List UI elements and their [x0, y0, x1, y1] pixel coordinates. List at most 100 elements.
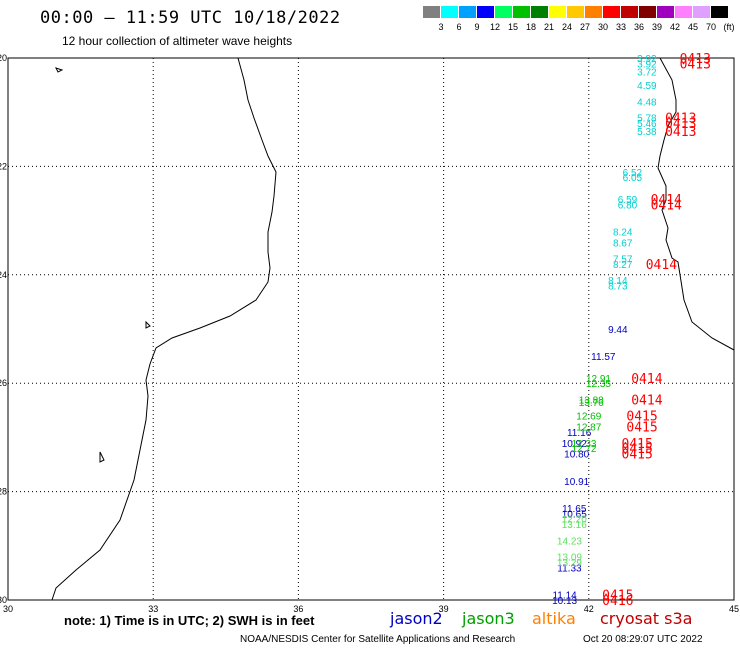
- swh-value: 8.24: [613, 227, 633, 238]
- legend-label: 24: [561, 22, 573, 32]
- time-tag: 0413: [680, 57, 711, 72]
- swh-value: 13.29: [557, 558, 582, 569]
- legend-swatch: [675, 6, 693, 18]
- legend-swatch: [711, 6, 729, 18]
- mission-label: altika: [532, 609, 576, 628]
- time-tag: 0414: [651, 193, 682, 208]
- legend-swatch: [549, 6, 567, 18]
- map-title: 00:00 – 11:59 UTC 10/18/2022: [40, 8, 341, 28]
- swh-value: 12.35: [586, 379, 611, 390]
- legend-label: 36: [633, 22, 645, 32]
- legend-swatch: [459, 6, 477, 18]
- swh-value: 11.16: [567, 428, 592, 439]
- time-tag: 0416: [602, 594, 633, 609]
- swh-value: 10.80: [564, 450, 589, 461]
- legend-label: 9: [474, 22, 480, 32]
- y-tick-label: -30: [0, 595, 7, 605]
- map-frame: [7, 57, 735, 601]
- time-tag: 0414: [631, 393, 662, 408]
- swh-value: 4.48: [637, 97, 657, 108]
- mission-label: cryosat s3a: [600, 609, 693, 628]
- legend-swatch: [495, 6, 513, 18]
- legend-swatch: [513, 6, 531, 18]
- swh-value: 4.59: [637, 81, 657, 92]
- swh-value: 3.92: [637, 59, 657, 70]
- legend-swatch: [657, 6, 675, 18]
- swh-value: 6.80: [618, 200, 638, 211]
- x-tick-label: 36: [293, 604, 303, 614]
- y-tick-label: -22: [0, 161, 7, 171]
- time-tag: 0414: [646, 258, 677, 273]
- legend-label: 33: [615, 22, 627, 32]
- swh-value: 13.16: [562, 520, 587, 531]
- map-subtitle: 12 hour collection of altimeter wave hei…: [62, 34, 293, 48]
- y-tick-label: -20: [0, 53, 7, 63]
- swh-value: 5.78: [637, 114, 657, 125]
- swh-value: 7.57: [613, 255, 633, 266]
- swh-value: 12.33: [571, 439, 596, 450]
- legend-swatch: [603, 6, 621, 18]
- swh-value: 6.52: [623, 168, 643, 179]
- swh-value: 14.23: [557, 536, 582, 547]
- legend-label: 15: [507, 22, 519, 32]
- swh-value: 13.09: [557, 553, 582, 564]
- island-2: [145, 320, 151, 329]
- y-tick-label: -24: [0, 270, 7, 280]
- legend-swatch: [639, 6, 657, 18]
- swh-value: 6.59: [618, 195, 638, 206]
- graticule: [7, 57, 735, 601]
- swh-value: 8.73: [608, 282, 628, 293]
- legend-label: 70: [705, 22, 717, 32]
- credit-line: NOAA/NESDIS Center for Satellite Applica…: [240, 634, 516, 645]
- swh-value: 12.69: [576, 412, 601, 423]
- swh-value: 9.44: [608, 325, 628, 336]
- generation-timestamp: Oct 20 08:29:07 UTC 2022: [583, 634, 703, 645]
- swh-value: 10.13: [552, 596, 577, 607]
- swh-value: 3.92: [637, 54, 657, 65]
- x-tick-label: 30: [3, 604, 13, 614]
- swh-value: 11.65: [562, 504, 587, 515]
- swh-value: 12.87: [576, 423, 601, 434]
- time-tag: 0413: [665, 125, 696, 140]
- time-tag: 0415: [626, 410, 657, 425]
- legend-swatch: [531, 6, 549, 18]
- swh-value: 12.91: [586, 374, 611, 385]
- legend-label: 27: [579, 22, 591, 32]
- legend-label: 6: [456, 22, 462, 32]
- island-3: [99, 451, 105, 463]
- legend-swatch: [441, 6, 459, 18]
- swh-value: 12.20: [562, 515, 587, 526]
- legend-label: 3: [438, 22, 444, 32]
- mozambique-coastline: [51, 57, 277, 601]
- legend-label: 18: [525, 22, 537, 32]
- time-tag: 0415: [622, 442, 653, 457]
- legend-swatch: [585, 6, 603, 18]
- time-tag: 0413: [665, 112, 696, 127]
- x-tick-label: 39: [439, 604, 449, 614]
- legend-swatch: [477, 6, 495, 18]
- mission-label: jason3: [462, 609, 515, 628]
- time-tag: 0415: [602, 589, 633, 604]
- time-tag: 0415: [626, 421, 657, 436]
- x-tick-label: 45: [729, 604, 739, 614]
- color-scale-legend: [423, 6, 729, 18]
- legend-label: 12: [489, 22, 501, 32]
- swh-value: 11.33: [557, 563, 582, 574]
- madagascar-coastline: [657, 57, 735, 351]
- swh-value: 5.38: [637, 127, 657, 138]
- legend-swatch: [621, 6, 639, 18]
- footnote: note: 1) Time is in UTC; 2) SWH is in fe…: [64, 613, 315, 628]
- time-tag: 0413: [680, 52, 711, 67]
- time-tag: 0415: [622, 437, 653, 452]
- legend-swatch: [423, 6, 441, 18]
- coastline: [51, 57, 735, 601]
- swh-value: 8.67: [613, 238, 633, 249]
- x-tick-label: 33: [148, 604, 158, 614]
- swh-value: 11.14: [552, 591, 577, 602]
- y-tick-label: -28: [0, 487, 7, 497]
- y-tick-label: -26: [0, 378, 7, 388]
- time-tag: 0414: [651, 198, 682, 213]
- legend-label: 30: [597, 22, 609, 32]
